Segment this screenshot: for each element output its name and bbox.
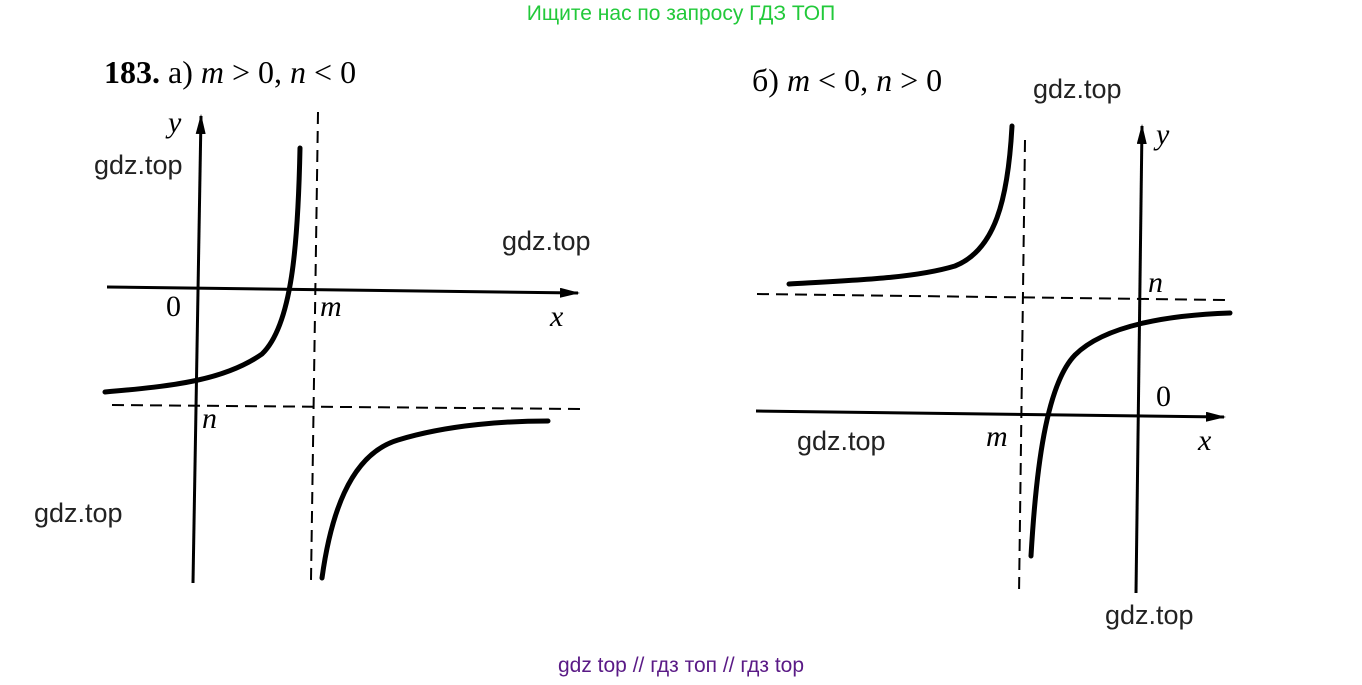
watermark: gdz.top	[94, 150, 183, 180]
graph-b-horizontal-asymptote	[756, 293, 1228, 301]
graph-a-y-label: y	[168, 106, 182, 139]
problem-number: 183.	[104, 54, 160, 90]
part-b-n-rel: > 0	[892, 62, 943, 98]
problem-heading-b: б) m < 0, n > 0	[752, 62, 942, 99]
graph-a-x-axis	[106, 285, 580, 298]
part-b-m: m	[786, 62, 811, 98]
graph-b-x-label: x	[1198, 424, 1212, 457]
footer-links: gdz top // гдз топ // гдз top	[557, 654, 805, 677]
graph-b-n-label: n	[1148, 266, 1163, 299]
graph-b	[755, 123, 1233, 596]
graph-a-x-label: x	[550, 300, 564, 333]
graph-a-origin-label: 0	[166, 290, 181, 323]
part-a-m: m	[200, 54, 224, 90]
part-a-m-rel: > 0,	[223, 54, 291, 90]
graph-a-n-label: n	[202, 402, 217, 435]
promo-banner: Ищите нас по запросу ГДЗ ТОП	[526, 2, 836, 25]
part-a-n-rel: < 0	[306, 54, 357, 90]
part-a-marker: а)	[168, 54, 193, 90]
graph-b-x-axis	[755, 409, 1226, 422]
part-b-m-rel: < 0,	[810, 62, 877, 98]
graph-a-m-label: m	[320, 290, 342, 323]
graph-a-horizontal-asymptote	[111, 404, 583, 410]
graph-a-y-axis	[191, 114, 206, 584]
watermark: gdz.top	[1105, 600, 1194, 630]
graph-a-vertical-asymptote	[310, 111, 319, 581]
watermark: gdz.top	[502, 226, 591, 256]
graph-a-left-branch	[102, 145, 303, 395]
graph-b-vertical-asymptote	[1018, 139, 1026, 596]
watermark: gdz.top	[34, 498, 123, 528]
part-b-marker: б)	[752, 62, 779, 98]
graph-b-right-branch	[1028, 310, 1233, 559]
graph-b-origin-label: 0	[1156, 380, 1171, 413]
graph-b-y-label: y	[1156, 118, 1170, 151]
graph-b-m-label: m	[986, 420, 1008, 453]
problem-heading-a: 183. а) m > 0, n < 0	[104, 54, 356, 91]
part-a-n: n	[290, 54, 307, 90]
graph-b-y-axis	[1134, 124, 1147, 594]
part-b-n: n	[876, 62, 893, 98]
watermark: gdz.top	[1033, 74, 1122, 104]
watermark: gdz.top	[797, 426, 886, 456]
graph-a	[102, 111, 583, 584]
graph-a-right-branch	[319, 418, 551, 581]
graph-b-left-branch	[786, 123, 1015, 287]
